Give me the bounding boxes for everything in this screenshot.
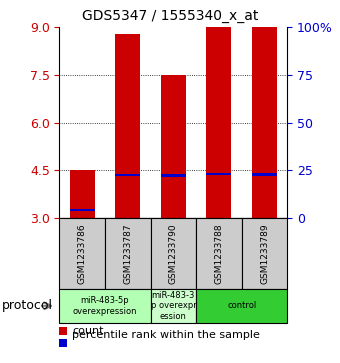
Text: protocol: protocol — [2, 299, 53, 312]
Bar — [252, 27, 277, 218]
Bar — [70, 170, 95, 218]
Bar — [115, 33, 140, 218]
Bar — [161, 75, 186, 218]
Bar — [252, 174, 277, 176]
Text: count: count — [72, 326, 104, 336]
Text: GSM1233787: GSM1233787 — [123, 223, 132, 284]
Text: GSM1233789: GSM1233789 — [260, 223, 269, 284]
Text: GSM1233786: GSM1233786 — [78, 223, 87, 284]
Text: miR-483-3
p overexpr
ession: miR-483-3 p overexpr ession — [151, 291, 196, 321]
Text: GDS5347 / 1555340_x_at: GDS5347 / 1555340_x_at — [82, 9, 258, 23]
Bar — [206, 173, 232, 175]
Text: GSM1233790: GSM1233790 — [169, 223, 178, 284]
Bar — [70, 209, 95, 211]
Bar — [206, 27, 232, 218]
Bar — [161, 175, 186, 177]
Text: miR-483-5p
overexpression: miR-483-5p overexpression — [73, 296, 137, 315]
Text: GSM1233788: GSM1233788 — [215, 223, 223, 284]
Bar — [115, 174, 140, 176]
Text: control: control — [227, 301, 256, 310]
Text: percentile rank within the sample: percentile rank within the sample — [72, 330, 260, 340]
